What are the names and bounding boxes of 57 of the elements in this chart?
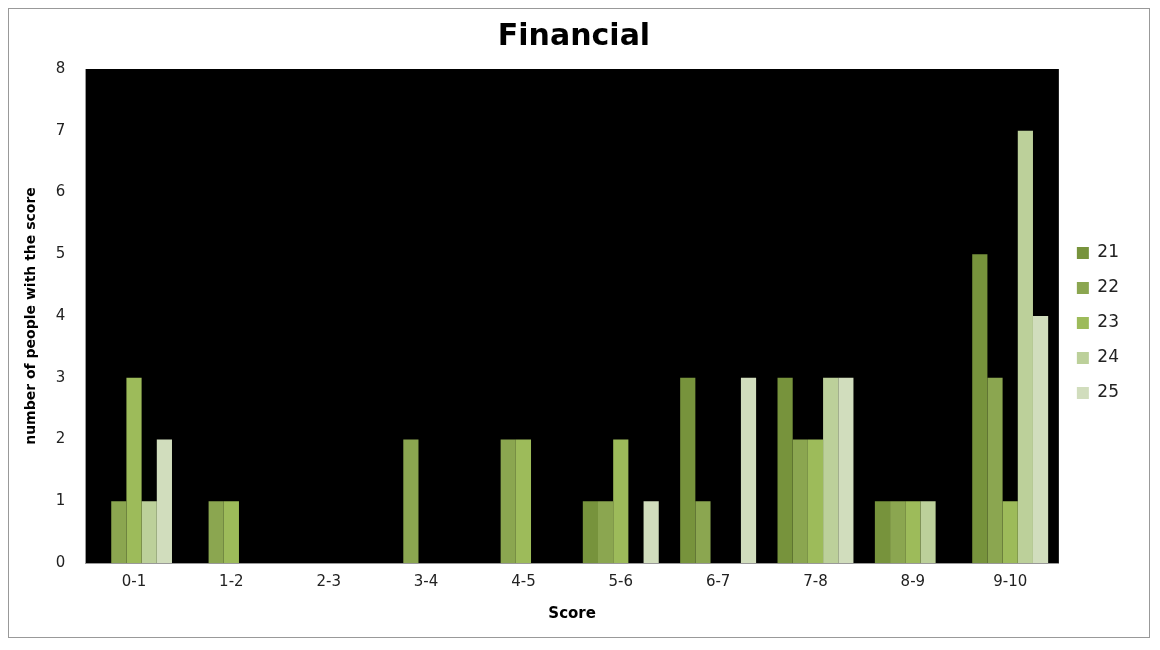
y-tick-label: 7 [55, 120, 66, 139]
bar [972, 254, 988, 563]
bar [403, 439, 419, 563]
x-tick-label: 9-10 [993, 571, 1028, 590]
legend-label: 22 [1097, 276, 1120, 297]
bar [823, 377, 839, 563]
x-tick-label: 3-4 [413, 571, 439, 590]
bar [695, 501, 711, 563]
bar [1017, 130, 1033, 563]
bar [792, 439, 808, 563]
bar [582, 501, 598, 563]
bar [111, 501, 127, 563]
bar [141, 501, 157, 563]
x-axis-title: Score [548, 603, 596, 622]
bar [1002, 501, 1018, 563]
legend-label: 24 [1097, 346, 1120, 367]
chart-title: Financial [497, 16, 651, 52]
x-tick-label: 1-2 [219, 571, 244, 590]
legend-label: 23 [1097, 311, 1120, 332]
x-tick-label: 7-8 [803, 571, 828, 590]
y-tick-label: 3 [55, 367, 66, 386]
bar [515, 439, 532, 563]
y-tick-label: 6 [55, 182, 66, 201]
bar [208, 501, 224, 563]
y-tick-label: 0 [55, 552, 66, 571]
y-tick-label: 8 [55, 58, 66, 77]
x-tick-label: 8-9 [900, 571, 926, 590]
x-tick-label: 4-5 [511, 571, 536, 590]
bar [223, 501, 239, 563]
x-tick-label: 2-3 [316, 571, 341, 590]
bar [987, 377, 1003, 563]
y-tick-label: 1 [55, 491, 66, 510]
bar [126, 377, 142, 563]
bar [890, 501, 906, 563]
x-tick-label: 0-1 [121, 571, 147, 590]
bar [905, 501, 921, 563]
bar [920, 501, 936, 563]
y-tick-label: 4 [55, 305, 66, 324]
bar [680, 377, 696, 563]
bar [500, 439, 516, 563]
y-tick-label: 2 [55, 429, 66, 448]
x-tick-label: 6-7 [705, 571, 731, 590]
x-tick-label: 5-6 [608, 571, 634, 590]
bar [643, 501, 659, 563]
bar [598, 501, 614, 563]
bar [874, 501, 891, 563]
y-tick-label: 5 [55, 244, 66, 263]
bar [1032, 316, 1049, 563]
bar [740, 377, 757, 563]
y-axis-title: number of people with the score [22, 187, 39, 445]
bar [807, 439, 824, 563]
bar [613, 439, 629, 563]
bar [156, 439, 172, 563]
bar [838, 377, 854, 563]
bar [777, 377, 793, 563]
legend-label: 25 [1097, 381, 1120, 402]
legend-label: 21 [1097, 241, 1120, 262]
